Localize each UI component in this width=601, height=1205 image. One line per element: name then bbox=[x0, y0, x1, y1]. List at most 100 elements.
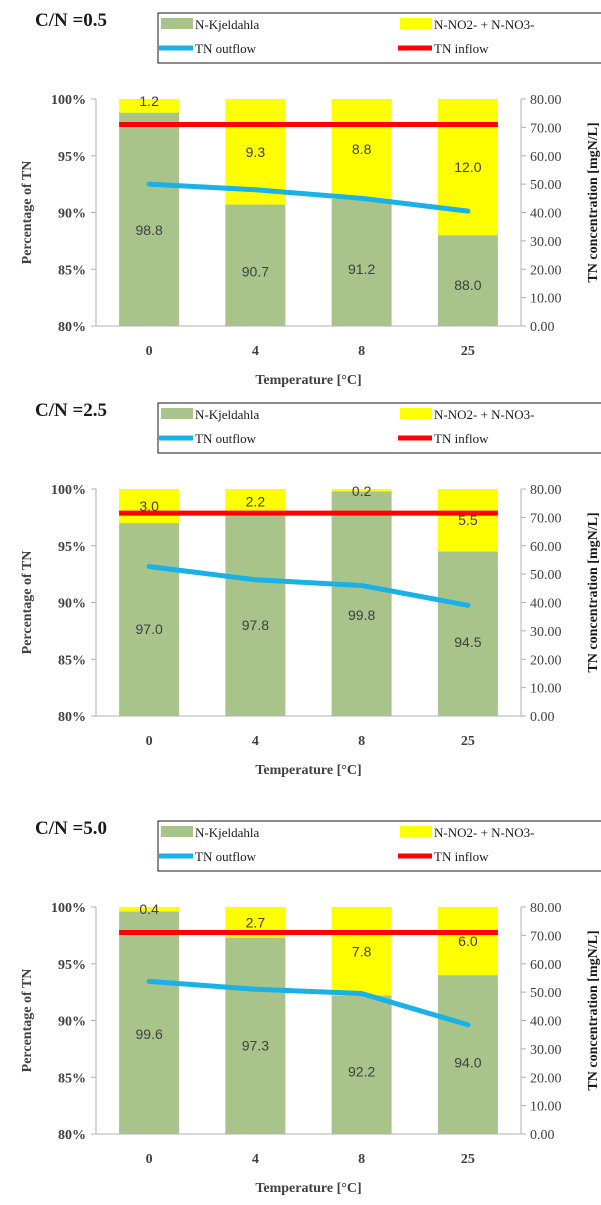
y2-tick-label: 20.00 bbox=[530, 653, 562, 668]
y2-tick-label: 30.00 bbox=[530, 625, 562, 640]
bar-nox bbox=[119, 907, 180, 912]
bar-nox bbox=[331, 907, 392, 996]
data-label-kjeldahl: 97.8 bbox=[242, 617, 269, 633]
bar-kjeldahl bbox=[437, 551, 498, 716]
y2-tick-label: 60.00 bbox=[530, 540, 562, 555]
x-tick-label: 8 bbox=[358, 344, 365, 359]
data-label-nox: 0.4 bbox=[139, 901, 159, 917]
data-label-nox: 7.8 bbox=[352, 943, 372, 959]
y2-tick-label: 10.00 bbox=[530, 682, 562, 697]
data-label-kjeldahl: 94.5 bbox=[454, 634, 481, 650]
y2-tick-label: 80.00 bbox=[530, 901, 562, 916]
legend-label: N-NO2- + N-NO3- bbox=[434, 825, 534, 840]
data-label-kjeldahl: 88.0 bbox=[454, 277, 481, 293]
legend-label: TN inflow bbox=[434, 431, 489, 446]
data-label-nox: 9.3 bbox=[246, 144, 266, 160]
x-tick-label: 25 bbox=[461, 344, 475, 359]
x-tick-label: 0 bbox=[146, 344, 153, 359]
bar-kjeldahl bbox=[225, 937, 286, 1134]
y-axis-title: Percentage of TN bbox=[20, 161, 35, 265]
y-tick-label: 95% bbox=[58, 540, 86, 555]
bar-kjeldahl bbox=[119, 523, 180, 716]
y-tick-label: 100% bbox=[51, 901, 86, 916]
y2-tick-label: 10.00 bbox=[530, 1100, 562, 1115]
data-label-kjeldahl: 99.6 bbox=[136, 1026, 163, 1042]
bar-nox bbox=[119, 489, 180, 524]
x-tick-label: 0 bbox=[146, 734, 153, 749]
bar-kjeldahl bbox=[437, 235, 498, 326]
y2-tick-label: 30.00 bbox=[530, 235, 562, 250]
legend-label: N-Kjeldahla bbox=[195, 407, 259, 422]
y-tick-label: 100% bbox=[51, 483, 86, 498]
legend-label: N-NO2- + N-NO3- bbox=[434, 17, 534, 32]
legend-label: TN inflow bbox=[434, 41, 489, 56]
y-tick-label: 100% bbox=[51, 93, 86, 108]
legend-frame bbox=[157, 402, 601, 454]
data-label-kjeldahl: 91.2 bbox=[348, 261, 375, 277]
chart-panel: C/N =5.0 N-Kjeldahla N-NO2- + N-NO3- TN out… bbox=[20, 818, 601, 1196]
legend-label: N-Kjeldahla bbox=[195, 825, 259, 840]
y-tick-label: 95% bbox=[58, 958, 86, 973]
x-tick-label: 4 bbox=[252, 344, 259, 359]
y2-axis-title: TN concentration [mgN/L] bbox=[586, 930, 601, 1090]
legend-label: TN outflow bbox=[195, 431, 257, 446]
bar-kjeldahl bbox=[331, 995, 392, 1134]
y2-tick-label: 50.00 bbox=[530, 568, 562, 583]
y2-tick-label: 20.00 bbox=[530, 263, 562, 278]
y2-tick-label: 80.00 bbox=[530, 483, 562, 498]
legend-swatch-0 bbox=[161, 826, 193, 837]
x-tick-label: 0 bbox=[146, 1152, 153, 1167]
bar-kjeldahl bbox=[119, 911, 180, 1134]
data-label-nox: 1.2 bbox=[139, 93, 159, 109]
y-tick-label: 90% bbox=[58, 597, 86, 612]
legend-label: N-NO2- + N-NO3- bbox=[434, 407, 534, 422]
bar-nox bbox=[331, 489, 392, 492]
legend-label: TN inflow bbox=[434, 849, 489, 864]
data-label-kjeldahl: 97.3 bbox=[242, 1038, 269, 1054]
data-label-kjeldahl: 98.8 bbox=[136, 222, 163, 238]
y2-axis-title: TN concentration [mgN/L] bbox=[586, 512, 601, 672]
y2-tick-label: 50.00 bbox=[530, 178, 562, 193]
data-label-kjeldahl: 92.2 bbox=[348, 1064, 375, 1080]
x-tick-label: 25 bbox=[461, 1152, 475, 1167]
y-tick-label: 80% bbox=[58, 710, 86, 725]
data-label-kjeldahl: 99.8 bbox=[348, 607, 375, 623]
y-tick-label: 85% bbox=[58, 263, 86, 278]
x-tick-label: 8 bbox=[358, 734, 365, 749]
legend: N-Kjeldahla N-NO2- + N-NO3- TN outflow TN i… bbox=[157, 12, 601, 64]
legend-swatch-1 bbox=[400, 18, 432, 29]
legend-label: TN outflow bbox=[195, 849, 257, 864]
y2-tick-label: 20.00 bbox=[530, 1071, 562, 1086]
data-label-nox: 5.5 bbox=[458, 512, 478, 528]
data-label-nox: 6.0 bbox=[458, 933, 478, 949]
x-axis-title: Temperature [°C] bbox=[255, 373, 361, 388]
y2-tick-label: 50.00 bbox=[530, 986, 562, 1001]
data-label-kjeldahl: 90.7 bbox=[242, 263, 269, 279]
bar-kjeldahl bbox=[437, 975, 498, 1134]
bar-nox bbox=[119, 99, 180, 113]
bar-nox bbox=[437, 489, 498, 552]
tn-outflow-line bbox=[146, 181, 471, 214]
bar-kjeldahl bbox=[331, 491, 392, 716]
legend: N-Kjeldahla N-NO2- + N-NO3- TN outflow TN i… bbox=[157, 402, 601, 454]
y-axis-title: Percentage of TN bbox=[20, 551, 35, 655]
y-tick-label: 80% bbox=[58, 320, 86, 335]
legend-frame bbox=[157, 12, 601, 64]
y-tick-label: 85% bbox=[58, 1071, 86, 1086]
bar-kjeldahl bbox=[225, 204, 286, 326]
y-tick-label: 90% bbox=[58, 1015, 86, 1030]
bar-kjeldahl bbox=[225, 513, 286, 716]
bar-nox bbox=[437, 907, 498, 976]
y2-tick-label: 60.00 bbox=[530, 150, 562, 165]
y2-tick-label: 80.00 bbox=[530, 93, 562, 108]
data-label-nox: 8.8 bbox=[352, 141, 372, 157]
y-axis-title: Percentage of TN bbox=[20, 969, 35, 1073]
y2-tick-label: 0.00 bbox=[530, 710, 555, 725]
bar-nox bbox=[225, 489, 286, 514]
chart-panel: C/N =2.5 N-Kjeldahla N-NO2- + N-NO3- TN out… bbox=[20, 400, 601, 778]
legend-label: N-Kjeldahla bbox=[195, 17, 259, 32]
y2-axis-title: TN concentration [mgN/L] bbox=[586, 122, 601, 282]
chart-panel: C/N =0.5 N-Kjeldahla N-NO2- + N-NO3- TN out… bbox=[20, 10, 601, 388]
